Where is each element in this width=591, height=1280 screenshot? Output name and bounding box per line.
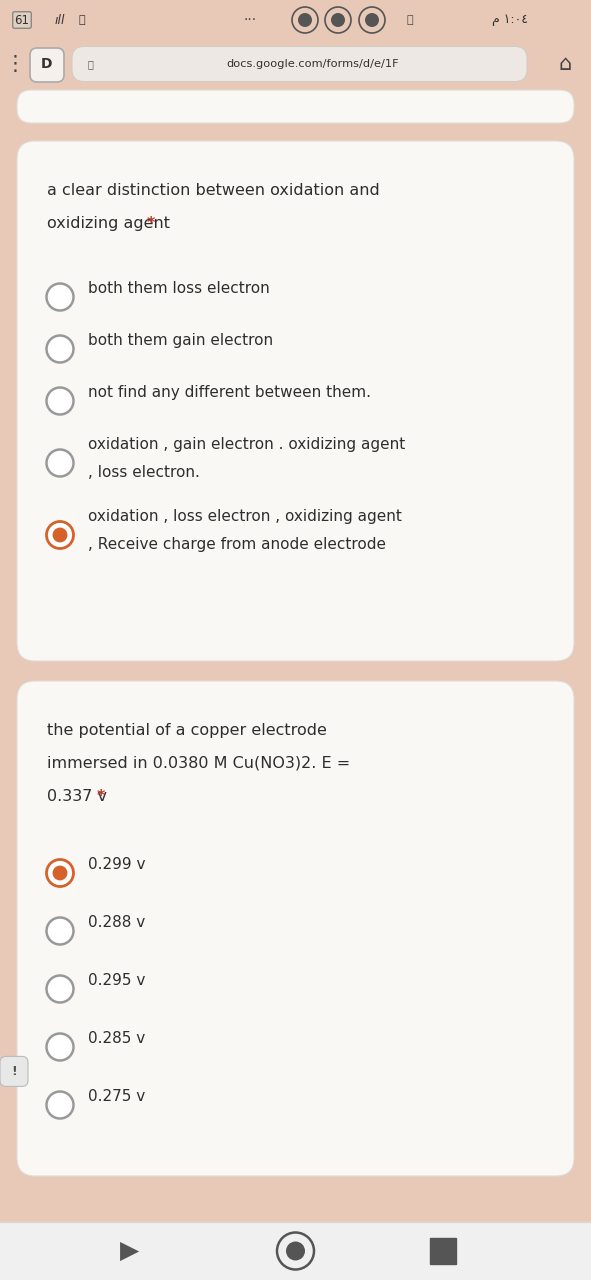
Text: م ١:٠٤: م ١:٠٤	[492, 14, 528, 27]
Text: !: !	[11, 1065, 17, 1078]
Circle shape	[53, 527, 67, 543]
Circle shape	[277, 1233, 314, 1270]
Text: both them loss electron: both them loss electron	[88, 280, 269, 296]
Circle shape	[47, 1033, 73, 1061]
Text: oxidation , loss electron , oxidizing agent: oxidation , loss electron , oxidizing ag…	[88, 509, 402, 524]
Text: docs.google.com/forms/d/e/1F: docs.google.com/forms/d/e/1F	[226, 59, 399, 69]
Text: ıll: ıll	[55, 14, 65, 27]
Text: not find any different between them.: not find any different between them.	[88, 385, 371, 399]
FancyBboxPatch shape	[0, 1056, 28, 1087]
Text: 0.337 v: 0.337 v	[47, 788, 112, 804]
Text: ⌂: ⌂	[558, 54, 571, 74]
Text: ▶: ▶	[121, 1239, 139, 1263]
Text: 0.285 v: 0.285 v	[88, 1030, 145, 1046]
Text: both them gain electron: both them gain electron	[88, 333, 273, 348]
Text: D: D	[41, 58, 53, 70]
Text: 0.275 v: 0.275 v	[88, 1089, 145, 1103]
Circle shape	[47, 975, 73, 1002]
Text: *: *	[96, 788, 105, 804]
Circle shape	[359, 6, 385, 33]
Circle shape	[325, 6, 351, 33]
Circle shape	[47, 859, 73, 887]
Circle shape	[47, 283, 73, 311]
FancyBboxPatch shape	[30, 47, 64, 82]
Text: 0.288 v: 0.288 v	[88, 915, 145, 931]
FancyBboxPatch shape	[17, 90, 574, 123]
Text: oxidation , gain electron . oxidizing agent: oxidation , gain electron . oxidizing ag…	[88, 436, 405, 452]
Circle shape	[331, 13, 345, 27]
Text: ⋮: ⋮	[5, 54, 25, 74]
Text: 61: 61	[15, 14, 30, 27]
Circle shape	[47, 388, 73, 415]
Text: , Receive charge from anode electrode: , Receive charge from anode electrode	[88, 538, 386, 553]
Text: 0.299 v: 0.299 v	[88, 856, 145, 872]
FancyBboxPatch shape	[17, 681, 574, 1176]
Bar	[430, 1238, 456, 1265]
Text: the potential of a copper electrode: the potential of a copper electrode	[47, 723, 327, 739]
Circle shape	[298, 13, 312, 27]
Circle shape	[365, 13, 379, 27]
FancyBboxPatch shape	[17, 141, 574, 660]
Circle shape	[53, 865, 67, 881]
Text: , loss electron.: , loss electron.	[88, 466, 200, 480]
Text: 0.295 v: 0.295 v	[88, 973, 145, 988]
Text: *: *	[147, 216, 155, 230]
Text: 🔒: 🔒	[87, 59, 93, 69]
Text: 🔇: 🔇	[407, 15, 413, 26]
Circle shape	[47, 521, 73, 549]
Text: ⌾: ⌾	[79, 15, 85, 26]
FancyBboxPatch shape	[72, 46, 527, 82]
Text: oxidizing agent: oxidizing agent	[47, 216, 175, 230]
Circle shape	[286, 1242, 305, 1261]
Text: immersed in 0.0380 M Cu(NO3)2. E =: immersed in 0.0380 M Cu(NO3)2. E =	[47, 756, 350, 771]
Circle shape	[47, 335, 73, 362]
Bar	[0, 1222, 591, 1280]
Circle shape	[47, 449, 73, 476]
Circle shape	[292, 6, 318, 33]
Circle shape	[47, 1092, 73, 1119]
Text: ···: ···	[243, 13, 256, 27]
Text: a clear distinction between oxidation and: a clear distinction between oxidation an…	[47, 183, 380, 198]
Circle shape	[47, 918, 73, 945]
